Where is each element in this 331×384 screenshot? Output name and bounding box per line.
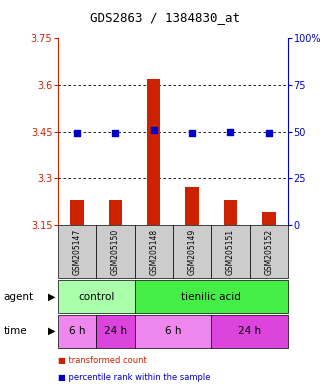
Point — [113, 130, 118, 136]
Text: agent: agent — [3, 291, 33, 302]
Text: control: control — [78, 291, 115, 302]
Text: 6 h: 6 h — [69, 326, 85, 336]
Point — [189, 130, 195, 136]
Bar — [185, 187, 199, 225]
Text: GDS2863 / 1384830_at: GDS2863 / 1384830_at — [90, 12, 241, 25]
Point — [74, 130, 80, 136]
Text: 6 h: 6 h — [165, 326, 181, 336]
Text: ■ percentile rank within the sample: ■ percentile rank within the sample — [58, 373, 211, 382]
Text: GSM205152: GSM205152 — [264, 228, 273, 275]
Text: GSM205148: GSM205148 — [149, 228, 158, 275]
Bar — [262, 212, 275, 225]
Bar — [71, 200, 84, 225]
Text: time: time — [3, 326, 27, 336]
Text: ■ transformed count: ■ transformed count — [58, 356, 147, 365]
Text: 24 h: 24 h — [104, 326, 127, 336]
Point — [151, 127, 157, 133]
Text: GSM205147: GSM205147 — [72, 228, 82, 275]
Text: GSM205150: GSM205150 — [111, 228, 120, 275]
Text: tienilic acid: tienilic acid — [181, 291, 241, 302]
Text: ▶: ▶ — [48, 291, 55, 302]
Text: GSM205149: GSM205149 — [188, 228, 197, 275]
Text: GSM205151: GSM205151 — [226, 228, 235, 275]
Text: ▶: ▶ — [48, 326, 55, 336]
Text: 24 h: 24 h — [238, 326, 261, 336]
Bar — [109, 200, 122, 225]
Bar — [147, 79, 161, 225]
Point — [228, 129, 233, 135]
Bar — [224, 200, 237, 225]
Point — [266, 130, 271, 136]
